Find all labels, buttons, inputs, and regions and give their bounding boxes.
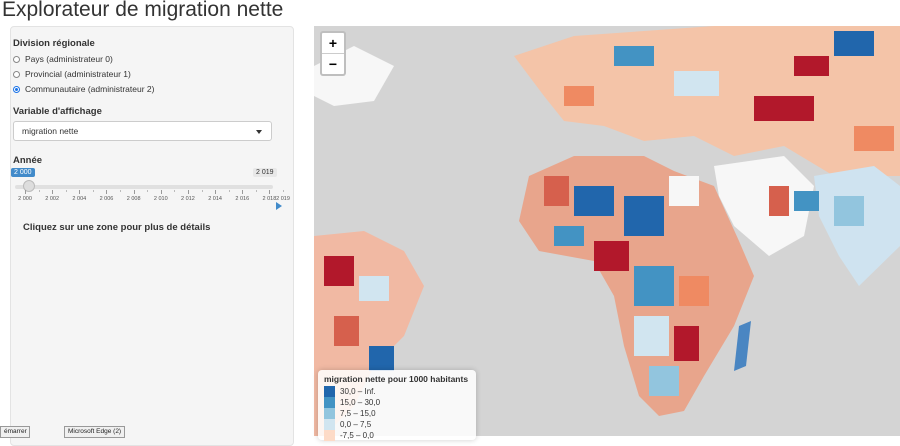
landmass-arabia: [714, 156, 814, 256]
slider-tick: [133, 190, 135, 194]
legend-item: 0,0 – 7,5: [324, 419, 470, 430]
slider-tick-label: 2 019: [276, 196, 290, 202]
map-canvas[interactable]: [314, 26, 900, 436]
slider-tick-label: 2 004: [72, 196, 87, 202]
legend-label: 30,0 – Inf.: [340, 387, 376, 396]
slider-tick: [201, 190, 203, 192]
radio-community[interactable]: Communautaire (administrateur 2): [13, 84, 154, 94]
slider-tick-label: 2 016: [235, 196, 250, 202]
slider-tick: [79, 190, 81, 194]
year-max-badge: 2 019: [253, 168, 277, 177]
year-slider-handle[interactable]: [23, 180, 35, 192]
slider-tick: [187, 190, 189, 194]
region-patches: [324, 31, 894, 396]
slider-tick: [65, 190, 67, 192]
slider-tick: [147, 190, 149, 192]
slider-tick: [255, 190, 257, 192]
legend-label: 7,5 – 15,0: [340, 409, 376, 418]
slider-tick: [283, 190, 284, 192]
radio-circle[interactable]: [13, 70, 20, 78]
chevron-down-icon: [256, 130, 262, 134]
legend-swatch: [324, 419, 335, 430]
slider-tick: [92, 190, 94, 192]
legend-swatch: [324, 397, 335, 408]
legend-label: 15,0 – 30,0: [340, 398, 381, 407]
slider-tick: [228, 190, 230, 192]
radio-provincial[interactable]: Provincial (administrateur 1): [13, 69, 131, 79]
zoom-out-button[interactable]: −: [328, 56, 338, 72]
display-variable-label: Variable d'affichage: [13, 106, 102, 117]
variable-select-value: migration nette: [22, 126, 79, 136]
taskbar-start-button[interactable]: émarrer: [0, 426, 30, 438]
legend-swatch: [324, 386, 335, 397]
radio-circle[interactable]: [13, 85, 20, 93]
slider-tick-label: 2 014: [208, 196, 222, 202]
sidebar-panel: [10, 26, 294, 446]
radio-circle[interactable]: [13, 55, 20, 63]
radio-label: Communautaire (administrateur 2): [25, 84, 155, 94]
slider-tick: [25, 190, 26, 194]
slider-tick-label: 2 002: [45, 196, 60, 202]
legend-item: 15,0 – 30,0: [324, 397, 470, 408]
year-slider-track[interactable]: [15, 185, 273, 189]
slider-tick: [160, 190, 162, 194]
slider-tick: [242, 190, 244, 194]
slider-tick: [38, 190, 40, 192]
variable-select[interactable]: migration nette: [13, 121, 272, 141]
zoom-in-button[interactable]: +: [322, 33, 344, 54]
legend-title: migration nette pour 1000 habitants: [324, 374, 469, 384]
legend-label: 0,0 – 7,5: [340, 420, 372, 429]
year-label: Année: [13, 155, 43, 166]
slider-tick-label: 2 000: [18, 196, 32, 202]
zoom-control: + −: [320, 31, 346, 76]
year-min-badge: 2 000: [11, 168, 35, 177]
slider-tick: [269, 190, 271, 194]
app-title: Explorateur de migration nette: [2, 0, 284, 21]
slider-tick: [52, 190, 54, 194]
slider-tick-label: 2 018: [262, 196, 277, 202]
play-icon[interactable]: [276, 202, 282, 210]
slider-tick-label: 2 008: [126, 196, 141, 202]
slider-tick-label: 2 012: [181, 196, 195, 202]
radio-label: Provincial (administrateur 1): [25, 69, 131, 79]
radio-country[interactable]: Pays (administrateur 0): [13, 54, 113, 64]
slider-tick: [120, 190, 122, 192]
slider-tick-label: 2 010: [153, 196, 168, 202]
legend-rows: 30,0 – Inf. 15,0 – 30,0 7,5 – 15,0 0,0 – 7,…: [324, 386, 470, 441]
slider-tick: [215, 190, 217, 194]
taskbar-edge-button[interactable]: Microsoft Edge (2): [64, 426, 126, 438]
slider-tick: [106, 190, 108, 194]
landmass-madagascar: [734, 321, 751, 371]
slider-tick: [174, 190, 176, 192]
map-legend: migration nette pour 1000 habitants 30,0…: [318, 370, 476, 441]
region-division-label: Division régionale: [13, 38, 95, 49]
legend-swatch: [324, 408, 335, 419]
legend-item: 7,5 – 15,0: [324, 408, 470, 419]
radio-label: Pays (administrateur 0): [25, 54, 113, 64]
choropleth-map[interactable]: [314, 26, 900, 436]
click-info-text: Cliquez sur une zone pour plus de détail…: [23, 222, 211, 233]
legend-item: 30,0 – Inf.: [324, 386, 470, 397]
slider-tick-label: 2 006: [99, 196, 114, 202]
